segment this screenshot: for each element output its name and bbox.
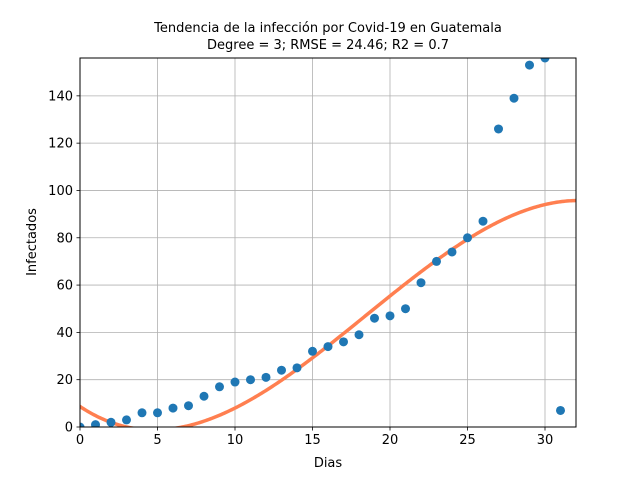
x-tick-label: 5	[153, 433, 161, 448]
data-point	[153, 408, 162, 418]
y-tick-label: 80	[56, 231, 73, 246]
data-point	[277, 365, 286, 375]
data-point	[323, 342, 333, 352]
data-point	[385, 311, 395, 321]
axes-frame	[79, 57, 577, 428]
data-point	[463, 233, 472, 243]
data-point	[494, 124, 503, 134]
data-point	[106, 417, 116, 427]
data-point	[122, 415, 131, 425]
chart-subtitle: Degree = 3; RMSE = 24.46; R2 = 0.7	[207, 38, 449, 53]
data-point	[416, 278, 426, 288]
y-axis-label: Infectados	[25, 208, 40, 276]
data-point	[168, 403, 178, 413]
chart-title: Tendencia de la infección por Covid-19 e…	[153, 21, 502, 36]
x-tick-label: 10	[227, 433, 244, 448]
data-point	[80, 422, 85, 427]
data-point	[525, 60, 534, 70]
x-tick-label: 25	[459, 433, 476, 448]
data-point	[447, 247, 457, 257]
data-point	[509, 93, 519, 103]
y-tick-label: 100	[48, 184, 73, 199]
data-point	[230, 377, 240, 387]
y-tick-label: 120	[48, 137, 73, 152]
data-point	[261, 372, 271, 382]
data-point	[401, 304, 410, 314]
y-axis-ticks: 0 20 40 60 80 100 120 140	[48, 89, 80, 436]
data-point	[246, 375, 255, 385]
y-tick-label: 40	[56, 326, 73, 341]
data-point	[478, 216, 488, 226]
data-point	[308, 346, 317, 356]
plot-area: 0 5 10 15 20 25 30 0 20 40 60 80 100 120 140	[48, 57, 577, 448]
y-tick-label: 20	[56, 373, 73, 388]
data-point	[199, 391, 209, 401]
data-point	[556, 405, 565, 415]
data-point	[354, 330, 364, 340]
x-axis-label: Dias	[314, 456, 343, 471]
y-tick-label: 0	[65, 421, 73, 436]
data-point	[91, 420, 100, 427]
x-tick-label: 0	[76, 433, 84, 448]
data-points	[80, 58, 565, 427]
data-point	[339, 337, 348, 347]
data-point	[215, 382, 224, 392]
x-tick-label: 20	[382, 433, 399, 448]
y-tick-label: 60	[56, 279, 73, 294]
y-tick-label: 140	[48, 89, 73, 104]
data-point	[370, 313, 379, 323]
data-point	[137, 408, 147, 418]
plot-background	[80, 58, 576, 427]
x-axis-ticks: 0 5 10 15 20 25 30	[76, 427, 553, 448]
data-point	[432, 256, 441, 266]
data-point	[184, 401, 193, 411]
x-tick-label: 30	[537, 433, 554, 448]
data-point	[540, 58, 550, 63]
data-point	[292, 363, 302, 373]
x-tick-label: 15	[304, 433, 321, 448]
